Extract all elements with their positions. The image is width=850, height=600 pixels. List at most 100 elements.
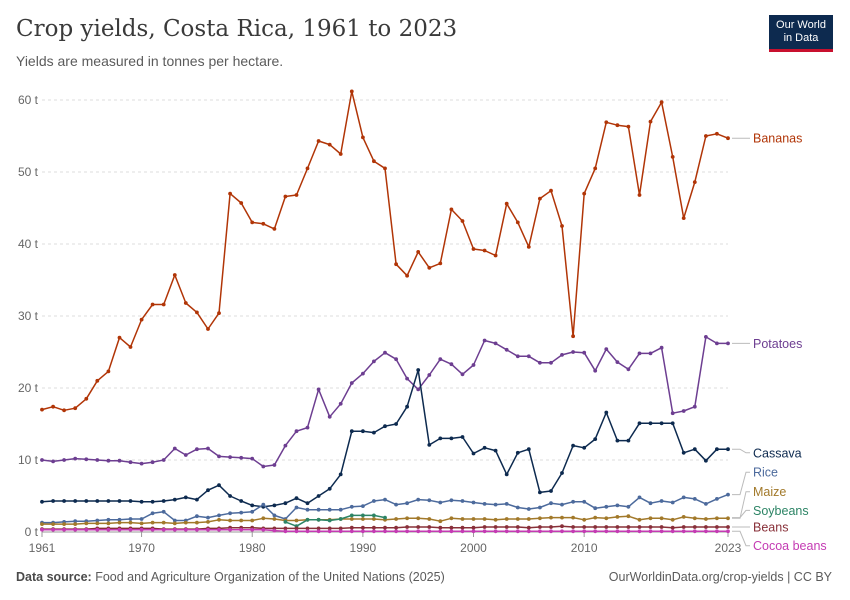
data-point	[228, 455, 233, 459]
data-point	[515, 220, 520, 225]
data-point	[106, 499, 111, 503]
series-rice: Rice	[40, 466, 778, 525]
data-point	[338, 401, 343, 406]
data-point	[217, 517, 221, 522]
data-point	[593, 529, 598, 534]
owid-logo[interactable]: Our World in Data	[769, 15, 833, 52]
data-point	[338, 529, 343, 534]
data-point	[117, 527, 122, 532]
data-point	[372, 517, 376, 521]
data-point	[438, 519, 443, 524]
data-point	[217, 311, 221, 315]
data-point	[416, 368, 421, 372]
data-point	[195, 310, 199, 315]
data-point	[560, 524, 564, 529]
data-point	[582, 191, 587, 196]
data-point	[538, 516, 542, 521]
data-point	[659, 525, 664, 529]
data-point	[515, 354, 520, 359]
data-point	[349, 525, 354, 530]
data-point	[272, 513, 277, 518]
data-point	[95, 518, 100, 523]
data-point	[40, 522, 44, 526]
data-point	[272, 517, 277, 521]
data-point	[460, 525, 465, 530]
data-point	[172, 273, 177, 277]
data-point	[504, 347, 509, 352]
data-point	[106, 521, 111, 526]
data-point	[95, 527, 100, 532]
data-point	[383, 529, 387, 534]
data-point	[349, 504, 354, 509]
data-point	[195, 497, 199, 502]
y-tick-label: 60 t	[18, 93, 39, 107]
series-cassava: Cassava	[40, 368, 802, 509]
data-point	[405, 501, 409, 506]
data-point	[538, 490, 542, 495]
data-point	[615, 515, 620, 519]
data-point	[117, 499, 122, 503]
data-point	[715, 447, 719, 452]
data-point	[305, 529, 310, 534]
data-point	[416, 250, 421, 254]
data-point	[582, 517, 587, 522]
data-point	[361, 513, 365, 518]
data-point	[217, 513, 221, 518]
data-point	[504, 529, 509, 534]
data-point	[228, 494, 233, 498]
data-point	[95, 521, 100, 526]
data-point	[493, 502, 498, 507]
data-point	[394, 525, 398, 530]
data-point	[150, 302, 155, 307]
footer-source: Data source: Food and Agriculture Organi…	[16, 570, 445, 584]
data-point	[460, 219, 465, 223]
data-point	[515, 517, 520, 521]
data-point	[195, 514, 199, 519]
data-point	[648, 516, 653, 521]
data-point	[416, 529, 421, 534]
data-point	[427, 517, 432, 521]
data-point	[493, 448, 498, 453]
data-point	[349, 89, 354, 94]
data-point	[283, 443, 288, 448]
data-point	[261, 516, 266, 521]
data-point	[659, 100, 664, 105]
series-maize: Maize	[40, 485, 786, 526]
data-point	[438, 500, 443, 505]
data-point	[493, 529, 498, 534]
legend-label: Soybeans	[753, 504, 809, 518]
data-point	[195, 520, 199, 525]
data-point	[327, 507, 332, 512]
data-point	[327, 486, 332, 491]
data-point	[582, 525, 587, 529]
footer-url[interactable]: OurWorldinData.org/crop-yields | CC BY	[608, 570, 832, 584]
data-point	[726, 516, 730, 521]
data-point	[538, 360, 542, 365]
data-point	[648, 529, 653, 534]
legend-connector	[732, 448, 750, 454]
data-point	[515, 525, 520, 529]
data-point	[372, 499, 376, 503]
data-point	[383, 350, 387, 355]
data-point	[438, 357, 443, 362]
data-point	[172, 446, 177, 451]
data-point	[526, 517, 531, 521]
data-point	[40, 458, 44, 462]
data-point	[560, 502, 564, 507]
data-point	[604, 120, 609, 125]
data-point	[217, 527, 221, 532]
data-point	[615, 438, 620, 443]
data-point	[604, 347, 609, 351]
x-tick-label: 2000	[460, 541, 487, 555]
data-point	[183, 453, 188, 457]
data-point	[206, 446, 210, 451]
data-point	[139, 517, 144, 521]
data-point	[294, 529, 299, 534]
data-point	[626, 525, 631, 529]
data-point	[383, 525, 387, 530]
data-point	[626, 529, 631, 534]
data-point	[361, 429, 365, 434]
data-point	[294, 518, 299, 523]
data-point	[239, 499, 244, 503]
data-point	[51, 527, 55, 532]
